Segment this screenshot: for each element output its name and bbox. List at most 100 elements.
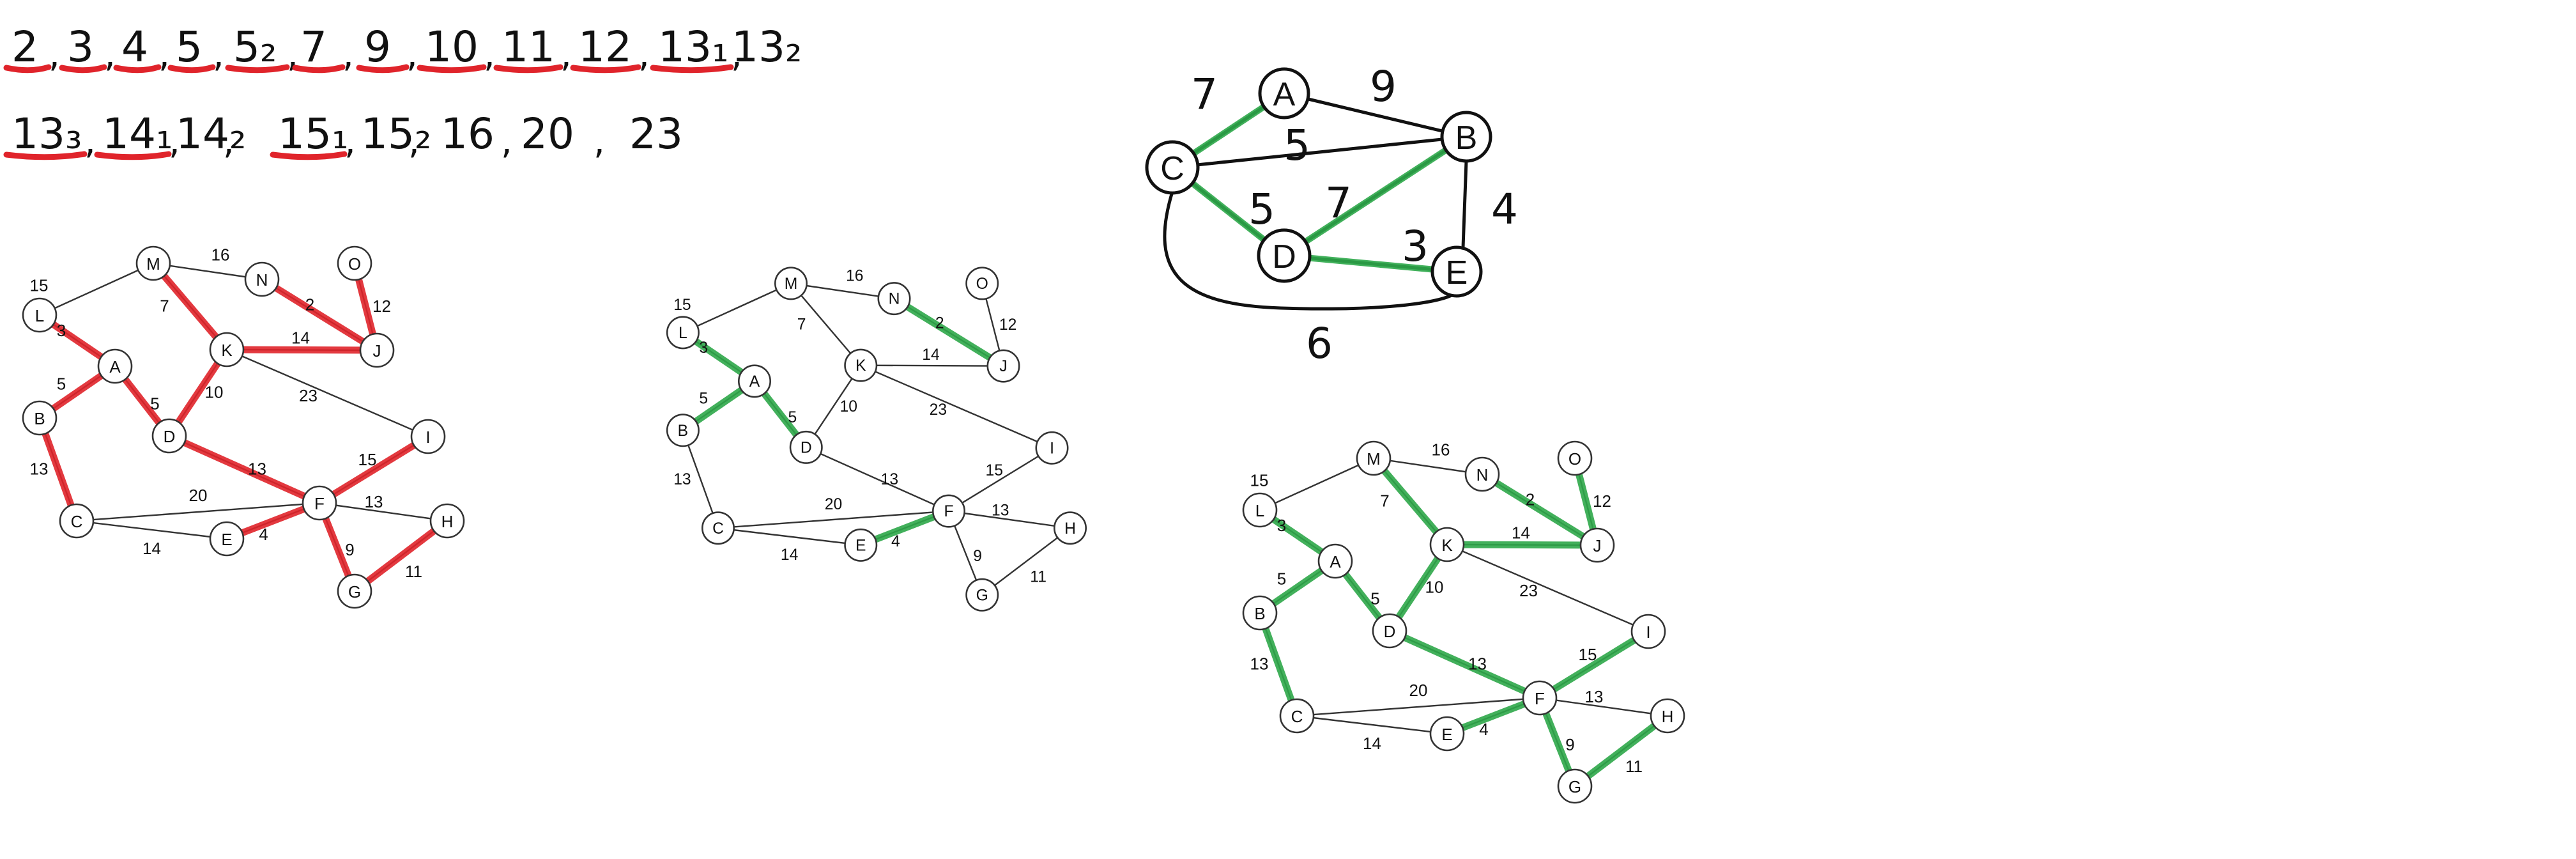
sketch-edge-AB: 9 (1282, 62, 1468, 139)
graph-node-i: I (410, 419, 446, 454)
graph-kruskal-green-final: 15 16 7 2 12 3 14 5 5 10 23 13 15 13 20 13 14 4 9 11 A B C D E F G… (1242, 440, 1685, 804)
sorted-weight-item: 15₂, (361, 109, 431, 162)
edge-highlight (1536, 628, 1652, 702)
sorted-weight-label: 14₂ (176, 109, 246, 159)
edge-line (76, 520, 227, 540)
graph-node-e: E (844, 528, 878, 562)
edge-highlight (150, 259, 231, 353)
graph-edge-d-f: 13 (806, 446, 949, 512)
graph-node-a: A (1317, 543, 1353, 579)
node-circle (151, 418, 187, 454)
graph-edge-c-f: 20 (76, 486, 320, 522)
node-circle (1035, 431, 1069, 465)
node-circle (359, 332, 395, 368)
node-label: J (373, 341, 381, 360)
graph-edge-g-h: 11 (981, 527, 1071, 596)
node-label: N (1476, 465, 1489, 484)
node-label: K (221, 341, 233, 360)
edge-weight-label: 15 (1250, 471, 1269, 490)
graph-edge-k-j: 14 (861, 346, 1004, 367)
comma: , (594, 121, 605, 162)
graph-edge-f-h: 13 (1539, 687, 1668, 717)
graph-node-c: C (59, 503, 95, 539)
graph-node-a: A (738, 364, 772, 398)
edge-line (1539, 697, 1668, 717)
sketch-node-circle (1430, 245, 1483, 298)
graph-node-f: F (1522, 680, 1558, 716)
node-label: N (256, 270, 268, 290)
sketch-node-label: A (1273, 76, 1296, 113)
comma: , (158, 34, 170, 75)
node-label: J (1593, 536, 1602, 555)
node-circle (135, 245, 171, 281)
edge-weight-label: 11 (405, 562, 422, 581)
sketch-node-c: C (1145, 140, 1200, 195)
sorted-weight-item: 9, (356, 22, 418, 75)
edge-weight-label: 20 (825, 496, 842, 513)
edge-weight-label: 5 (1370, 589, 1379, 608)
edge-weight-label: 13 (881, 471, 898, 488)
sketch-edge-DB: 7 (1281, 134, 1469, 259)
graph-node-o: O (965, 267, 999, 300)
node-label: D (801, 439, 812, 456)
node-circle (1317, 543, 1353, 579)
edge-highlight (258, 275, 381, 354)
node-circle (337, 245, 372, 281)
node-label: F (314, 494, 325, 513)
graph-edge-f-h: 13 (319, 492, 448, 522)
graph-node-h: H (1054, 511, 1087, 545)
graph-edge-k-i: 23 (1446, 543, 1649, 633)
edge-highlight (351, 517, 451, 595)
sketch-edge-CE: 6 (1163, 190, 1459, 368)
edge-line (1446, 543, 1649, 633)
graph-edge-g-h: 11 (351, 517, 451, 595)
sorted-weight-item: 2, (3, 22, 60, 75)
edge-weight-label: 23 (930, 401, 947, 419)
sketch-edge-weight: 3 (1402, 222, 1429, 271)
graph-node-k: K (844, 348, 878, 382)
edge-line (790, 282, 862, 366)
edge-weight-label: 20 (189, 486, 208, 505)
edge-highlight (891, 295, 1007, 370)
node-label: D (164, 427, 176, 446)
sketch-edge-weight: 6 (1306, 319, 1333, 368)
graph-edge-f-i: 15 (1536, 628, 1652, 702)
node-label: O (348, 254, 361, 274)
sorted-weight-item: 15₁, (270, 109, 356, 162)
sketch-node-circle (1258, 67, 1310, 120)
sketch-edge-highlight (1281, 252, 1460, 275)
graph-kruskal-red: 15 16 7 2 12 3 14 5 5 10 23 13 15 13 20 13 14 4 9 11 A B C D E F G… (22, 245, 465, 609)
comma: , (731, 34, 742, 75)
graph-edge-m-n: 16 (153, 245, 263, 281)
edge-weight-label: 16 (1432, 440, 1450, 460)
underline-mark (59, 64, 107, 74)
node-label: A (749, 373, 760, 391)
edge-weight-label: 16 (846, 268, 863, 285)
edge-weight-label: 23 (1519, 581, 1538, 600)
edge-line (948, 510, 1071, 529)
edge-weight-label: 23 (299, 386, 318, 405)
edge-line (717, 527, 861, 546)
graph-edge-n-j: 2 (258, 275, 381, 354)
graph-edge-d-f: 13 (1386, 627, 1544, 702)
node-circle (965, 267, 999, 300)
sorted-weight-item: 12, (570, 22, 650, 75)
underline-mark (225, 64, 290, 74)
edge-weight-label: 3 (1277, 516, 1286, 535)
node-circle (1429, 527, 1465, 562)
sketch-edge-line (1170, 135, 1468, 169)
node-label: H (1662, 707, 1674, 726)
edge-weight-label: 14 (781, 546, 798, 564)
graph-edge-k-j: 14 (1443, 523, 1601, 549)
graph-edge-k-i: 23 (860, 364, 1052, 449)
node-label: M (1367, 449, 1381, 468)
edge-weight-label: 10 (205, 383, 224, 402)
edge-weight-label: 7 (160, 297, 169, 316)
graph-node-f: F (302, 485, 337, 521)
node-circle (1242, 595, 1278, 631)
sketch-node-circle (1257, 228, 1312, 283)
graph-edge-c-e: 14 (1296, 715, 1448, 753)
graph-node-j: J (1579, 527, 1615, 563)
sketch-edge-weight: 4 (1491, 185, 1518, 234)
